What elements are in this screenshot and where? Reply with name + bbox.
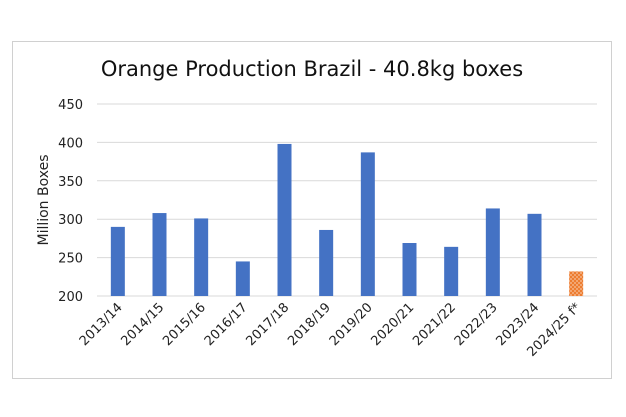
- x-tick-label: 2017/18: [244, 300, 293, 349]
- y-tick-label: 350: [58, 175, 83, 190]
- bar: [402, 243, 417, 296]
- x-tick-label: 2019/20: [327, 300, 376, 349]
- y-tick-label: 300: [58, 213, 83, 228]
- x-tick-label: 2020/21: [369, 300, 418, 349]
- bar: [235, 261, 250, 296]
- x-tick-label: 2018/19: [285, 300, 334, 349]
- x-tick-label: 2022/23: [452, 300, 501, 349]
- bar: [527, 213, 542, 296]
- bar: [152, 213, 167, 296]
- y-tick-label: 250: [58, 252, 83, 267]
- forecast-bar: [569, 271, 584, 296]
- x-axis-ticks: 2013/142014/152015/162016/172017/182018/…: [77, 300, 584, 360]
- bar: [319, 229, 334, 296]
- bar: [110, 226, 125, 296]
- x-tick-label: 2013/14: [77, 300, 126, 349]
- x-tick-label: 2016/17: [202, 300, 251, 349]
- x-tick-label: 2021/22: [410, 300, 459, 349]
- bar: [444, 246, 459, 296]
- chart-frame: [12, 41, 612, 379]
- bar: [360, 152, 375, 296]
- y-axis-ticks: 200 250 300 350 400 450: [58, 98, 83, 305]
- x-tick-label: 2015/16: [160, 300, 209, 349]
- bar: [194, 218, 209, 296]
- y-tick-label: 400: [58, 136, 83, 151]
- bar: [485, 208, 500, 296]
- chart-title: Orange Production Brazil - 40.8kg boxes: [100, 57, 524, 81]
- y-axis-label: Million Boxes: [36, 154, 52, 245]
- bars: [110, 143, 584, 296]
- y-tick-label: 450: [58, 98, 83, 113]
- x-tick-label: 2014/15: [119, 300, 168, 349]
- gridlines: [97, 103, 597, 297]
- bar: [277, 143, 292, 296]
- y-tick-label: 200: [58, 290, 83, 305]
